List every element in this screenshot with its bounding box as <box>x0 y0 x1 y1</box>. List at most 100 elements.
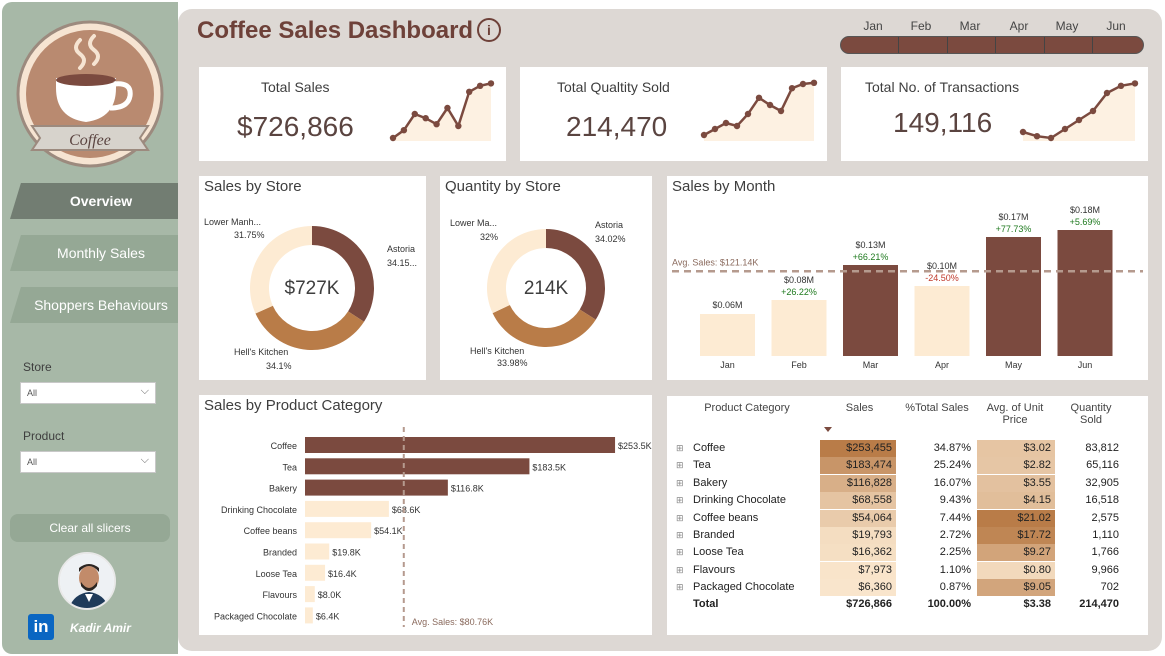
expand-icon[interactable]: ⊞ <box>676 443 684 453</box>
expand-icon[interactable]: ⊞ <box>676 582 684 593</box>
quantity-by-store-donut: Lower Ma... 32% Astoria 34.02% Hell's Ki… <box>450 218 626 368</box>
table-header[interactable]: %Total Sales <box>905 402 969 414</box>
donut-slice <box>546 229 605 320</box>
cell-pct: 2.25% <box>939 546 971 559</box>
kpi-sparkline <box>389 80 495 142</box>
month-change-label: +77.73% <box>996 224 1032 234</box>
table-row[interactable]: ⊞ Loose Tea $16,362 2.25% $9.27 1,766 <box>667 544 1148 562</box>
store-dropdown[interactable]: All ⌵ <box>20 382 156 404</box>
expand-icon[interactable]: ⊞ <box>676 495 684 506</box>
avatar <box>58 552 116 610</box>
category-bar <box>305 437 616 453</box>
nav-overview-button[interactable]: Overview <box>10 183 192 219</box>
expand-icon[interactable]: ⊞ <box>676 460 684 471</box>
month-tick-label: Mar <box>863 360 879 370</box>
chart-title: Sales by Product Category <box>204 397 383 414</box>
category-value-label: $8.0K <box>318 590 342 600</box>
cell-category: Bakery <box>693 476 728 489</box>
kpi-card-total-sales: Total Sales $726,866 <box>199 67 506 161</box>
category-tick-label: Bakery <box>269 484 298 494</box>
info-icon-text: i <box>487 22 491 38</box>
sparkline-area <box>1023 83 1135 141</box>
average-label: Avg. Sales: $121.14K <box>672 257 758 267</box>
month-timeline-slicer[interactable] <box>840 36 1144 54</box>
slice-pct: 34.15... <box>387 258 417 268</box>
table-header[interactable]: Sales <box>845 402 874 414</box>
kpi-sparkline <box>700 79 818 141</box>
sparkline-point <box>433 121 440 128</box>
category-tick-label: Tea <box>282 462 297 472</box>
month-label: Jan <box>863 19 883 33</box>
cell-category: Coffee beans <box>693 511 759 524</box>
cell-pct: 16.07% <box>933 476 971 489</box>
nav-monthly-sales-button[interactable]: Monthly Sales <box>10 235 192 271</box>
expand-icon[interactable]: ⊞ <box>676 564 684 575</box>
donut-slice <box>312 226 374 322</box>
clear-slicers-button[interactable]: Clear all slicers <box>10 514 170 542</box>
cell-category: Tea <box>693 459 711 472</box>
cell-sales: $68,558 <box>820 492 896 510</box>
sales-by-product-card: Sales by Product Category Coffee $253.5K T… <box>199 395 652 635</box>
nav-shoppers-behaviours-button[interactable]: Shoppers Behaviours <box>10 287 192 323</box>
cell-sales: $253,455 <box>820 440 896 457</box>
sales-by-product-chart: Coffee $253.5K Tea $183.5K Bakery $116.8K Drin… <box>214 427 652 627</box>
sparkline-point <box>1047 134 1055 142</box>
category-value-label: $183.5K <box>532 462 566 472</box>
table-row[interactable]: ⊞ Tea $183,474 25.24% $2.82 65,116 <box>667 457 1148 475</box>
info-icon[interactable]: i <box>477 18 501 42</box>
total-price: $3.38 <box>1023 598 1051 610</box>
table-row[interactable]: ⊞ Packaged Chocolate $6,360 0.87% $9.05 702 <box>667 579 1148 597</box>
table-row[interactable]: ⊞ Drinking Chocolate $68,558 9.43% $4.15 16,5… <box>667 492 1148 510</box>
table-row[interactable]: ⊞ Flavours $7,973 1.10% $0.80 9,966 <box>667 561 1148 579</box>
month-tick-label: Jun <box>1078 360 1093 370</box>
sort-desc-icon[interactable] <box>824 427 832 432</box>
table-row[interactable]: ⊞ Bakery $116,828 16.07% $3.55 32,905 <box>667 474 1148 492</box>
kpi-title: Total Qualtity Sold <box>557 79 670 95</box>
linkedin-icon[interactable]: in <box>28 614 54 640</box>
table-header[interactable]: Avg. of Unit Price <box>986 402 1044 426</box>
table-row[interactable]: ⊞ Coffee beans $54,064 7.44% $21.02 2,575 <box>667 509 1148 527</box>
store-slicer-label: Store <box>23 360 52 374</box>
category-tick-label: Coffee <box>271 441 297 451</box>
cell-price: $9.27 <box>977 544 1055 562</box>
timeline-divider <box>1092 37 1093 53</box>
month-tick-label: Feb <box>791 360 807 370</box>
cell-category: Branded <box>693 529 735 541</box>
table-row[interactable]: ⊞ Branded $19,793 2.72% $17.72 1,110 <box>667 527 1148 544</box>
expand-icon[interactable]: ⊞ <box>676 530 684 540</box>
slice-label: Astoria <box>387 244 415 254</box>
sparkline-point <box>733 122 741 130</box>
expand-icon[interactable]: ⊞ <box>676 547 684 558</box>
table-header[interactable]: Quantity Sold <box>1070 402 1112 426</box>
quantity-by-store-card: Quantity by Store Lower Ma... 32% Astori… <box>440 176 652 380</box>
expand-icon[interactable]: ⊞ <box>676 512 684 523</box>
table-header[interactable]: Product Category <box>704 402 790 414</box>
month-label: Mar <box>959 19 981 33</box>
category-bar <box>305 543 330 560</box>
category-value-label: $16.4K <box>328 569 357 579</box>
month-label: Apr <box>1009 19 1029 33</box>
expand-icon[interactable]: ⊞ <box>676 477 684 488</box>
product-dropdown-value: All <box>27 457 38 467</box>
sparkline-point <box>700 131 708 139</box>
cell-qty: 16,518 <box>1085 494 1119 507</box>
sparkline-point <box>1019 128 1027 136</box>
product-dropdown[interactable]: All ⌵ <box>20 451 156 473</box>
table-row[interactable]: ⊞ Coffee $253,455 34.87% $3.02 83,812 <box>667 440 1148 457</box>
month-bar <box>1057 230 1113 356</box>
sparkline-point <box>1075 116 1083 124</box>
cell-price: $3.02 <box>977 440 1055 457</box>
month-value-label: $0.13M <box>855 240 885 250</box>
cell-price: $9.05 <box>977 579 1055 597</box>
category-value-label: $6.4K <box>316 611 340 621</box>
timeline-divider <box>995 37 996 53</box>
slice-pct: 34.02% <box>595 234 626 244</box>
store-dropdown-value: All <box>27 388 38 398</box>
donut-center-value: $727K <box>285 278 340 299</box>
sales-by-store-card: Sales by Store Lower Manh... 31.75% Asto… <box>199 176 426 380</box>
chevron-down-icon: ⌵ <box>140 454 149 466</box>
month-tick-label: Apr <box>935 360 949 370</box>
sparkline-point <box>444 104 451 112</box>
chevron-down-icon: ⌵ <box>140 385 149 397</box>
